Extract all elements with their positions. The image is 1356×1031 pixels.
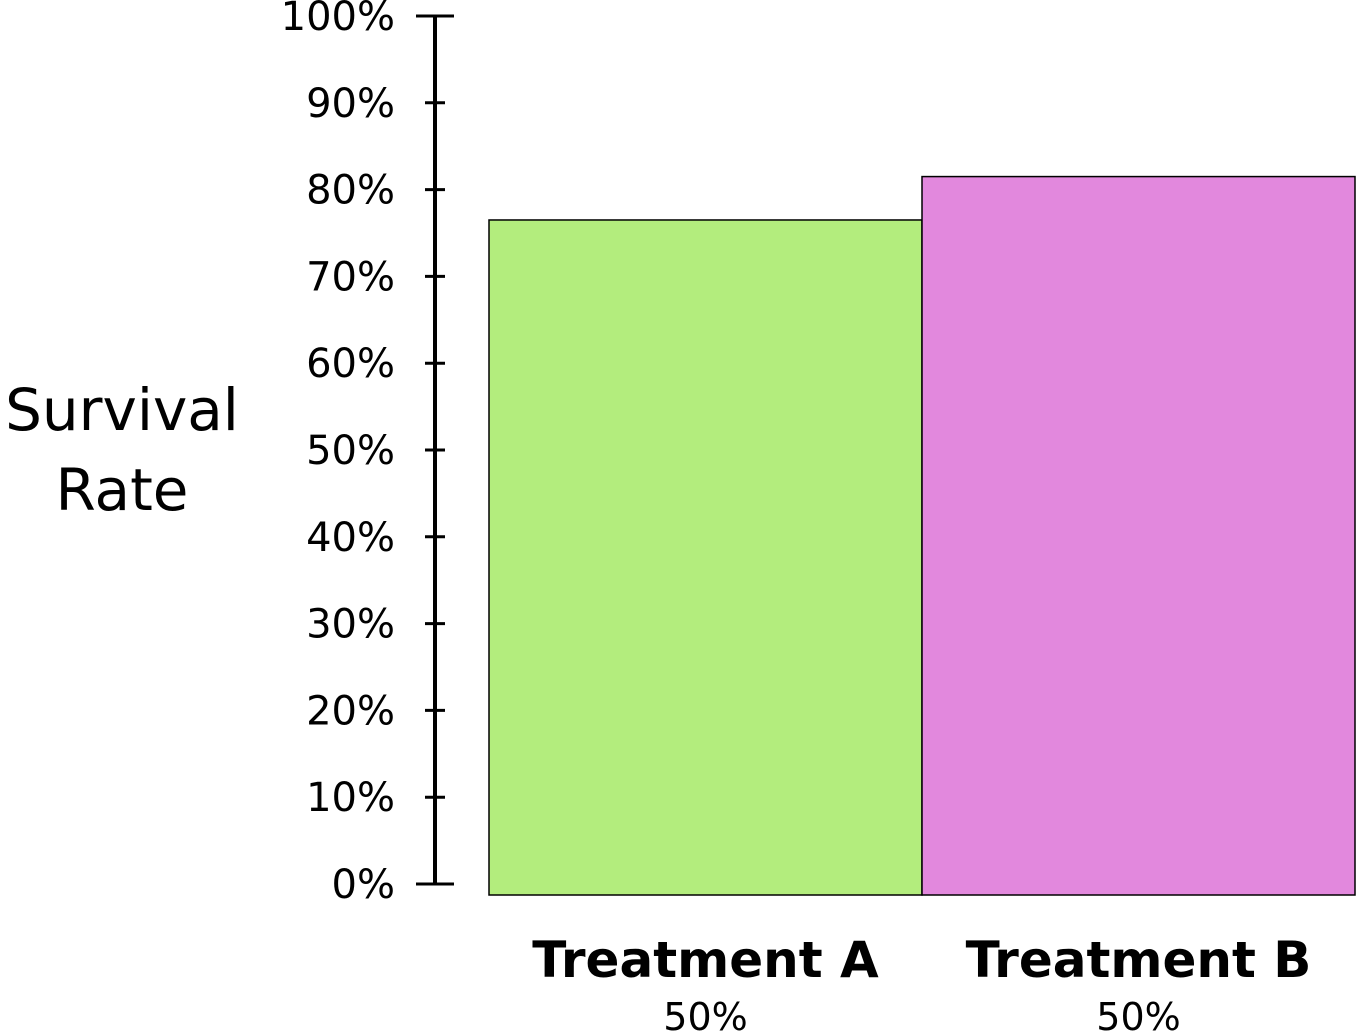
y-tick-label: 20%: [306, 688, 395, 734]
y-axis-label: Survival Rate: [5, 376, 239, 524]
y-tick-label: 60%: [306, 341, 395, 387]
y-axis-label-line-2: Rate: [56, 456, 189, 524]
x-category-label: Treatment B: [966, 931, 1312, 989]
bar-treatment-a: [488, 219, 923, 896]
bars: [488, 175, 1356, 896]
y-tick-label: 70%: [306, 254, 395, 300]
y-tick-label: 0%: [332, 862, 395, 908]
x-category-label: Treatment A: [532, 931, 879, 989]
bar-treatment-b: [921, 175, 1356, 896]
y-tick-label: 100%: [281, 0, 395, 40]
x-category-sublabel: 50%: [1096, 995, 1180, 1031]
y-axis: 0% 10% 20% 30% 40% 50% 60% 70% 80% 90% 100%: [281, 0, 454, 908]
y-tick-label: 10%: [306, 775, 395, 821]
y-axis-label-line-1: Survival: [5, 376, 239, 444]
y-tick-label: 90%: [306, 81, 395, 127]
y-tick-label: 80%: [306, 168, 395, 214]
x-category-sublabel: 50%: [663, 995, 747, 1031]
x-axis-labels: Treatment A 50% Treatment B 50%: [532, 931, 1311, 1031]
y-tick-label: 50%: [306, 428, 395, 474]
y-tick-label: 30%: [306, 602, 395, 648]
y-tick-label: 40%: [306, 515, 395, 561]
